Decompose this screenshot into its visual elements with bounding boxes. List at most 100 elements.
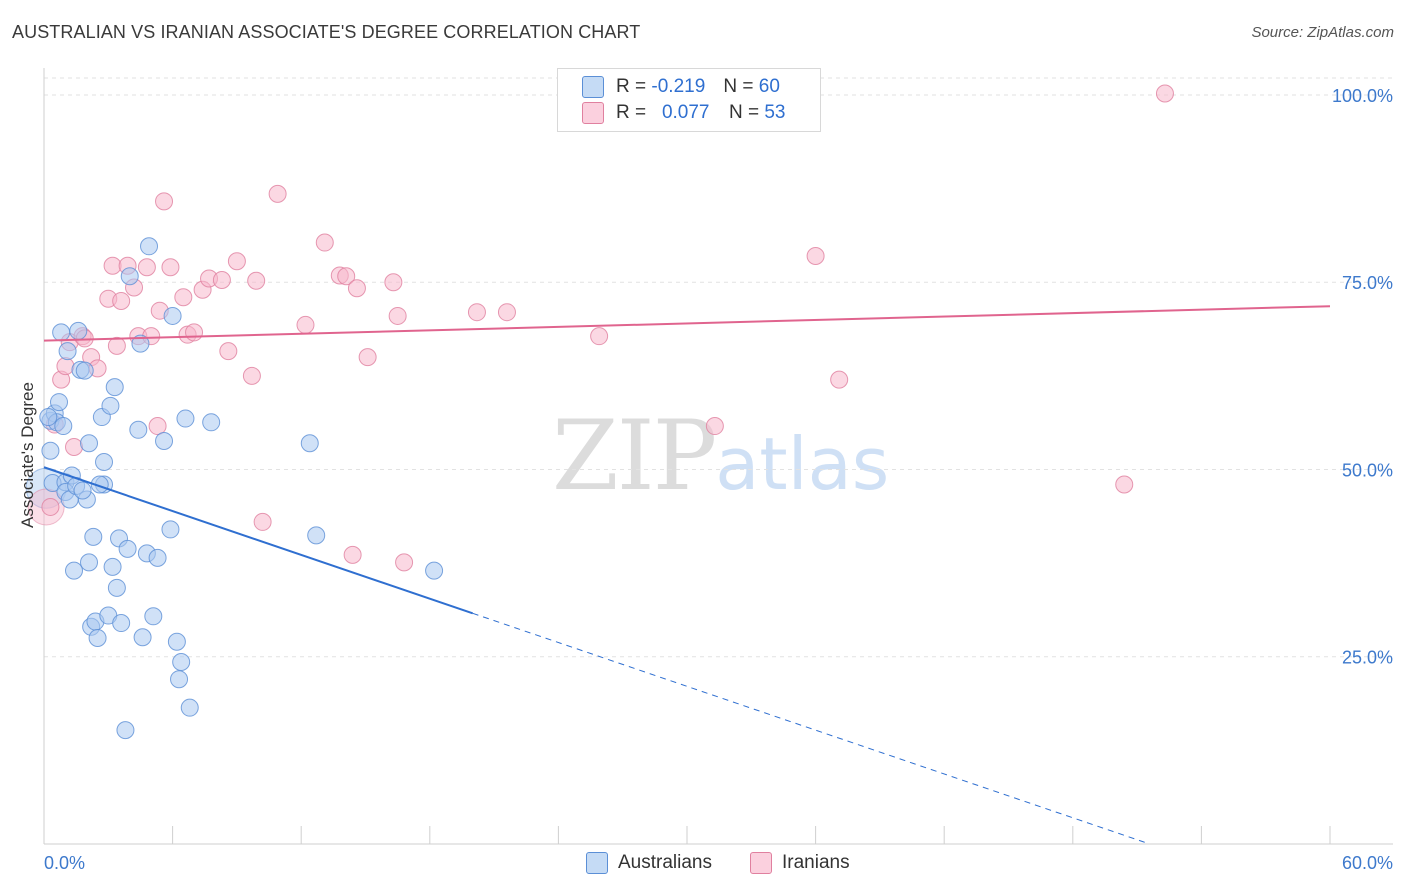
- data-point-australians: [103, 557, 122, 576]
- data-point-australians: [167, 632, 186, 651]
- legend-swatch-australians: [582, 76, 604, 98]
- data-point-australians: [163, 306, 182, 325]
- data-point-australians: [95, 453, 114, 471]
- x-tick-label: 60.0%: [1342, 853, 1393, 873]
- legend-n-value: 53: [764, 102, 786, 123]
- iranians-swatch: [750, 852, 772, 874]
- data-point-iranians: [219, 342, 238, 361]
- data-point-iranians: [337, 267, 356, 286]
- data-point-australians: [170, 670, 189, 689]
- trendline-australians-extension: [472, 612, 1148, 844]
- data-point-australians: [118, 539, 137, 558]
- data-point-australians: [41, 441, 60, 460]
- data-point-iranians: [41, 497, 60, 516]
- data-point-iranians: [103, 256, 122, 275]
- data-point-australians: [84, 527, 103, 546]
- watermark-zip: ZIP: [552, 400, 717, 512]
- data-point-iranians: [155, 192, 174, 211]
- data-point-australians: [155, 432, 174, 451]
- legend-item-iranians[interactable]: Iranians: [750, 852, 850, 874]
- data-point-australians: [39, 408, 58, 427]
- watermark: ZIPatlas: [552, 400, 889, 512]
- y-axis-label: Associate's Degree: [18, 382, 37, 528]
- legend-n-label: N =: [723, 76, 754, 97]
- data-point-australians: [50, 393, 69, 412]
- legend-r-value: -0.219: [651, 76, 706, 97]
- y-tick-label: 75.0%: [1342, 273, 1393, 293]
- data-point-iranians: [806, 247, 825, 266]
- data-point-iranians: [247, 271, 266, 290]
- data-point-iranians: [315, 233, 334, 252]
- data-point-australians: [116, 721, 135, 740]
- data-point-iranians: [65, 438, 84, 457]
- data-point-australians: [148, 548, 167, 567]
- data-point-iranians: [112, 291, 131, 310]
- trendline-iranians: [43, 305, 1331, 342]
- legend-n-value: 60: [758, 76, 780, 97]
- legend-r-value: 0.077: [661, 102, 710, 123]
- legend-swatch-iranians: [582, 102, 604, 124]
- legend-r-label: R =: [616, 102, 647, 123]
- legend-row-iranians: R = 0.077 N = 53: [582, 101, 785, 125]
- iranians-label: Iranians: [782, 852, 850, 873]
- data-point-iranians: [497, 303, 516, 322]
- data-point-iranians: [358, 348, 377, 367]
- data-point-australians: [172, 652, 191, 671]
- data-point-iranians: [242, 366, 261, 385]
- data-point-australians: [105, 378, 124, 397]
- data-point-iranians: [590, 327, 609, 346]
- data-point-australians: [180, 698, 199, 717]
- data-point-iranians: [137, 258, 156, 277]
- y-tick-label: 25.0%: [1342, 648, 1393, 668]
- data-point-australians: [80, 434, 99, 453]
- data-point-australians: [120, 267, 139, 286]
- data-point-iranians: [1155, 84, 1174, 103]
- legend-item-australians[interactable]: Australians: [586, 852, 712, 874]
- data-point-iranians: [161, 258, 180, 277]
- x-tick-label: 0.0%: [44, 853, 85, 873]
- data-point-iranians: [268, 184, 287, 203]
- data-point-iranians: [347, 279, 366, 298]
- chart-title: AUSTRALIAN VS IRANIAN ASSOCIATE'S DEGREE…: [12, 22, 641, 42]
- legend-r-label: R =: [616, 76, 647, 97]
- legend-row-australians: R = -0.219 N = 60: [582, 75, 780, 99]
- data-point-australians: [52, 323, 71, 342]
- australians-label: Australians: [618, 852, 712, 873]
- data-point-australians: [69, 321, 88, 340]
- data-point-iranians: [388, 306, 407, 325]
- data-point-iranians: [107, 336, 126, 355]
- data-point-australians: [176, 409, 195, 428]
- data-point-australians: [144, 607, 163, 626]
- data-point-australians: [58, 342, 77, 361]
- y-tick-label: 100.0%: [1332, 86, 1393, 106]
- data-point-australians: [161, 520, 180, 539]
- data-point-iranians: [185, 323, 204, 342]
- data-point-australians: [88, 629, 107, 648]
- data-point-australians: [101, 396, 120, 415]
- y-tick-label: 50.0%: [1342, 460, 1393, 480]
- legend-n-label: N =: [728, 102, 760, 123]
- data-point-australians: [202, 413, 221, 432]
- data-point-iranians: [705, 417, 724, 436]
- data-point-iranians: [174, 288, 193, 307]
- data-point-australians: [107, 578, 126, 597]
- watermark-atlas: atlas: [715, 422, 890, 506]
- data-point-australians: [133, 628, 152, 647]
- data-point-iranians: [296, 315, 315, 334]
- data-point-iranians: [384, 273, 403, 292]
- data-point-iranians: [343, 545, 362, 564]
- correlation-legend: R = -0.219 N = 60 R = 0.077 N = 53: [557, 68, 821, 132]
- data-point-australians: [65, 561, 84, 580]
- data-point-iranians: [1115, 475, 1134, 494]
- data-point-iranians: [467, 303, 486, 322]
- source-label: Source: ZipAtlas.com: [1251, 24, 1394, 41]
- data-point-australians: [140, 237, 159, 256]
- data-point-australians: [300, 434, 319, 453]
- data-point-australians: [75, 361, 94, 380]
- data-point-australians: [307, 526, 326, 545]
- data-point-australians: [73, 481, 92, 500]
- data-point-iranians: [56, 357, 75, 376]
- data-point-iranians: [148, 417, 167, 436]
- data-point-iranians: [253, 512, 272, 531]
